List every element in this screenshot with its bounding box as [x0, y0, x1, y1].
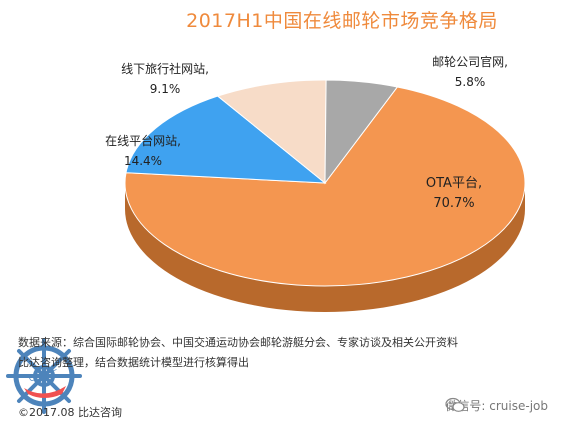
pie-top	[124, 79, 526, 287]
pie-slice-0	[124, 86, 526, 287]
slice-value-0: 70.7%	[433, 196, 474, 211]
slice-value-3: 5.8%	[455, 75, 486, 89]
slice-value-1: 14.4%	[124, 154, 162, 168]
pie-chart: OTA平台, 70.7% 在线平台网站, 14.4% 线下旅行社网站, 9.1% 邮轮公司官…	[105, 54, 526, 312]
ship-wheel-icon	[6, 338, 82, 414]
slice-label-0: OTA平台,	[426, 176, 482, 191]
slice-value-2: 9.1%	[150, 82, 181, 96]
wechat-id: 微信号: cruise-job	[445, 397, 548, 414]
bida-logo: CRUISE	[6, 338, 82, 414]
slice-label-1: 在线平台网站,	[105, 133, 181, 148]
wechat-icon	[445, 397, 466, 412]
pie-slice-3	[324, 79, 399, 185]
pie-labels: OTA平台, 70.7% 在线平台网站, 14.4% 线下旅行社网站, 9.1% 邮轮公司官…	[105, 54, 508, 211]
pie-side-0-0	[125, 183, 525, 312]
wechat-text: 微信号: cruise-job	[445, 399, 548, 413]
source-line-1: 数据来源：综合国际邮轮协会、中国交通运动协会邮轮游艇分会、专家访谈及相关公开资料	[18, 336, 458, 349]
chart-title: 2017H1中国在线邮轮市场竞争格局	[186, 10, 498, 32]
source-note: 数据来源：综合国际邮轮协会、中国交通运动协会邮轮游艇分会、专家访谈及相关公开资料…	[18, 333, 558, 373]
source-line-2: 比达咨询整理，结合数据统计模型进行核算得出	[18, 356, 249, 369]
pie-slice-2	[216, 79, 327, 185]
pie-sides	[125, 183, 525, 312]
copyright: ©2017.08 比达咨询	[18, 406, 122, 419]
pie-slice-1	[125, 95, 327, 184]
slice-label-3: 邮轮公司官网,	[432, 54, 508, 69]
slice-label-2: 线下旅行社网站,	[121, 61, 209, 76]
